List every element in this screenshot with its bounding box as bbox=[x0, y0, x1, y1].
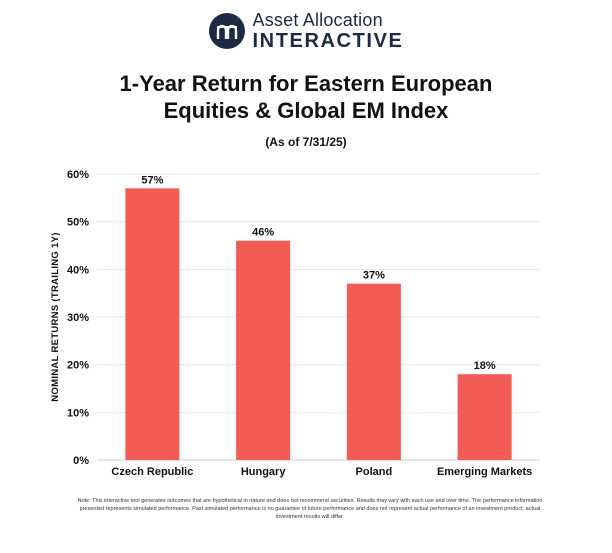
bar bbox=[346, 283, 401, 460]
chart-title-line1: 1-Year Return for Eastern European bbox=[119, 71, 493, 96]
disclaimer-footnote: Note: This interactive tool generates ou… bbox=[77, 498, 543, 520]
brand-lockup: Asset Allocation INTERACTIVE bbox=[208, 11, 404, 51]
logo-glyph bbox=[216, 24, 237, 39]
brand-name-line2: INTERACTIVE bbox=[252, 30, 404, 52]
brand-name: Asset Allocation INTERACTIVE bbox=[253, 11, 404, 51]
bar bbox=[236, 240, 291, 460]
y-tick-label: 20% bbox=[67, 360, 89, 372]
y-axis-label: NOMINAL RETURNS (TRAILING 1Y) bbox=[50, 232, 61, 402]
y-tick-label: 30% bbox=[67, 312, 89, 324]
data-label: 46% bbox=[252, 227, 274, 239]
y-tick-label: 60% bbox=[67, 169, 89, 181]
stacked-arches-logo-icon bbox=[208, 13, 245, 49]
data-label: 37% bbox=[363, 270, 385, 282]
bar bbox=[457, 374, 512, 460]
bar bbox=[125, 188, 180, 461]
brand-name-line1: Asset Allocation bbox=[252, 10, 383, 30]
y-tick-label: 50% bbox=[67, 217, 89, 229]
data-label: 18% bbox=[474, 360, 496, 372]
chart-subtitle: (As of 7/31/25) bbox=[265, 135, 347, 149]
data-label: 57% bbox=[141, 174, 163, 186]
x-tick-label: Emerging Markets bbox=[437, 466, 532, 478]
x-tick-label: Hungary bbox=[241, 466, 287, 478]
y-tick-label: 40% bbox=[67, 264, 89, 276]
x-tick-label: Czech Republic bbox=[111, 466, 193, 478]
y-tick-label: 10% bbox=[67, 407, 89, 419]
chart-title: 1-Year Return for Eastern European Equit… bbox=[0, 70, 612, 124]
bar-chart: 0% 10% 20% 30% 40% 50% 60% 57% Czech Republic 46%… bbox=[50, 169, 540, 478]
chart-title-line2: Equities & Global EM Index bbox=[163, 98, 449, 123]
brand-header: Asset Allocation INTERACTIVE bbox=[0, 8, 612, 54]
x-tick-label: Poland bbox=[356, 466, 393, 478]
y-tick-label: 0% bbox=[73, 455, 89, 467]
